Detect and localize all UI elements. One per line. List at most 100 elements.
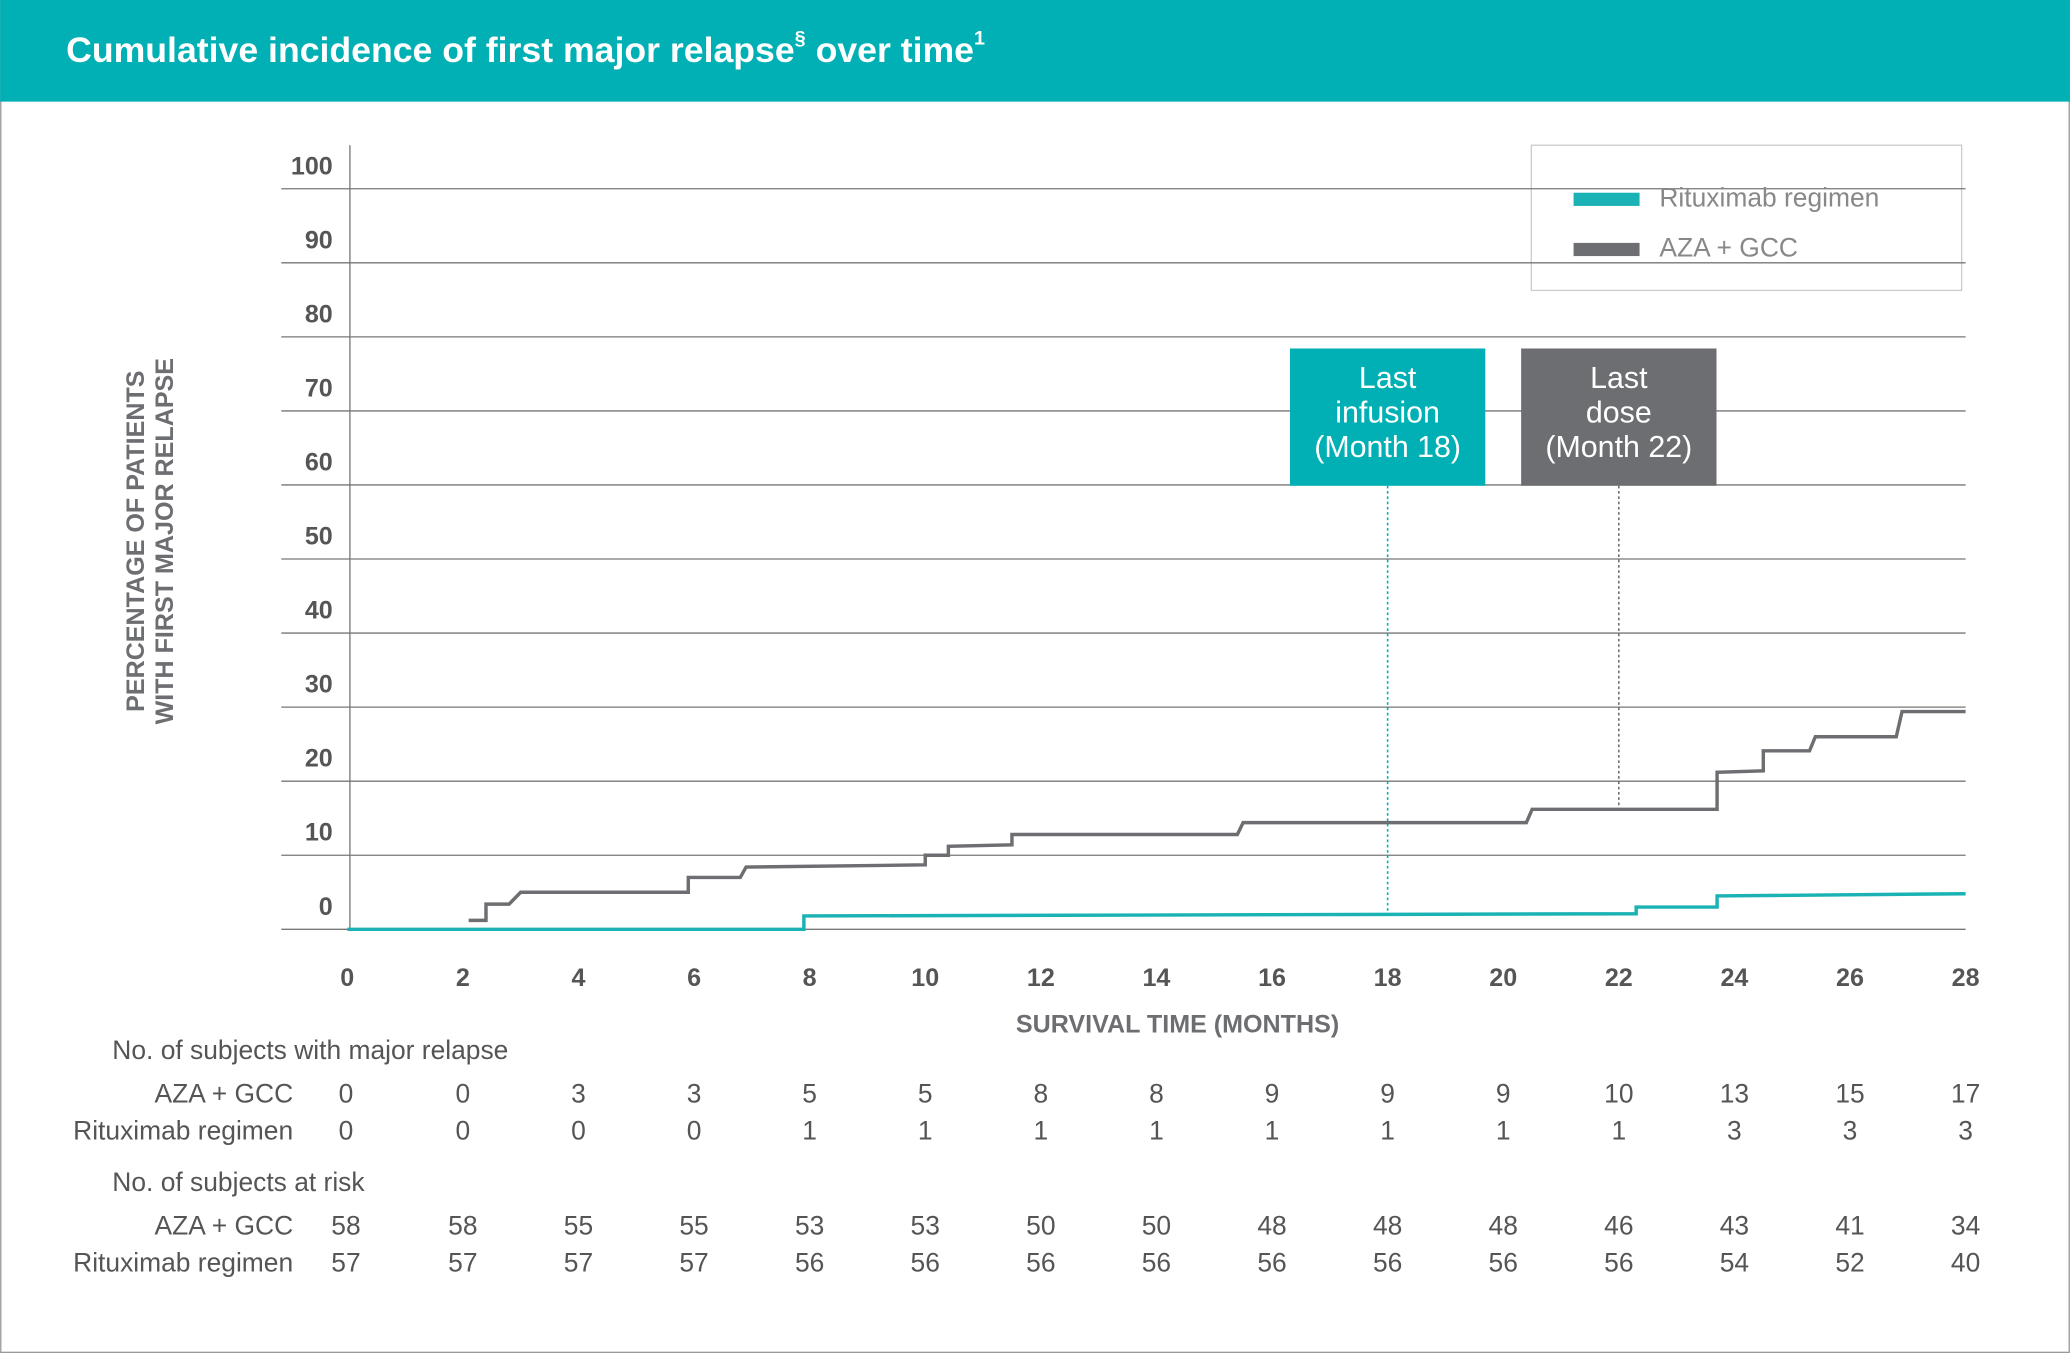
- table-cell: 3: [1958, 1116, 1973, 1146]
- x-tick-label: 8: [803, 964, 817, 992]
- table-cell: 57: [679, 1248, 708, 1278]
- legend-label: AZA + GCC: [1659, 232, 1798, 262]
- table-cell: 1: [1611, 1116, 1626, 1146]
- legend-swatch: [1573, 192, 1640, 206]
- table-cell: 8: [1034, 1079, 1049, 1109]
- table-cell: 48: [1257, 1211, 1286, 1241]
- table-cell: 1: [1265, 1116, 1280, 1146]
- title-ref: 1: [974, 28, 985, 50]
- y-tick-label: 0: [319, 893, 333, 921]
- x-axis-title: SURVIVAL TIME (MONTHS): [1016, 1010, 1339, 1038]
- table-cell: 1: [1380, 1116, 1395, 1146]
- table-cell: 0: [456, 1079, 471, 1109]
- table-cell: 10: [1604, 1079, 1633, 1109]
- x-tick-label: 14: [1142, 964, 1170, 992]
- table-cell: 56: [911, 1248, 940, 1278]
- table-cell: 5: [918, 1079, 933, 1109]
- annotation-text: dose: [1586, 396, 1652, 429]
- table-cell: 56: [1373, 1248, 1402, 1278]
- row-label: Rituximab regimen: [73, 1248, 293, 1278]
- table-cell: 0: [339, 1079, 354, 1109]
- table-cell: 8: [1149, 1079, 1164, 1109]
- table-cell: 0: [456, 1116, 471, 1146]
- table-cell: 9: [1380, 1079, 1395, 1109]
- table-cell: 58: [331, 1211, 360, 1241]
- annotation-text: (Month 18): [1314, 431, 1461, 464]
- row-label: Rituximab regimen: [73, 1116, 293, 1146]
- table-cell: 56: [1604, 1248, 1633, 1278]
- table-cell: 57: [564, 1248, 593, 1278]
- table-cell: 3: [1727, 1116, 1742, 1146]
- y-title-line: PERCENTAGE OF PATIENTS: [122, 371, 150, 712]
- x-tick-label: 12: [1027, 964, 1055, 992]
- title-end: over time: [806, 30, 974, 70]
- table-title: No. of subjects with major relapse: [112, 1035, 508, 1065]
- x-tick-label: 24: [1720, 964, 1748, 992]
- table-cell: 57: [331, 1248, 360, 1278]
- table-cell: 1: [1034, 1116, 1049, 1146]
- table-cell: 46: [1604, 1211, 1633, 1241]
- table-cell: 48: [1373, 1211, 1402, 1241]
- table-cell: 3: [687, 1079, 702, 1109]
- x-tick-label: 18: [1374, 964, 1402, 992]
- table-cell: 56: [795, 1248, 824, 1278]
- table-cell: 17: [1951, 1079, 1980, 1109]
- x-tick-label: 28: [1952, 964, 1980, 992]
- title-main: Cumulative incidence of first major rela…: [66, 30, 795, 70]
- y-tick-label: 50: [305, 523, 333, 551]
- table-cell: 34: [1951, 1211, 1980, 1241]
- table-cell: 55: [679, 1211, 708, 1241]
- x-tick-label: 6: [687, 964, 701, 992]
- x-tick-label: 10: [911, 964, 939, 992]
- table-cell: 56: [1489, 1248, 1518, 1278]
- table-cell: 52: [1835, 1248, 1864, 1278]
- x-tick-label: 0: [340, 964, 354, 992]
- table-cell: 58: [448, 1211, 477, 1241]
- table-cell: 53: [911, 1211, 940, 1241]
- y-tick-label: 70: [305, 374, 333, 402]
- table-cell: 5: [802, 1079, 817, 1109]
- title-sup: §: [795, 28, 806, 50]
- annotation-box: [1521, 348, 1717, 486]
- series-line: [347, 892, 1966, 931]
- table-cell: 1: [918, 1116, 933, 1146]
- table-cell: 57: [448, 1248, 477, 1278]
- annotation-text: (Month 22): [1545, 431, 1692, 464]
- chart-title: Cumulative incidence of first major rela…: [66, 28, 985, 70]
- legend-label: Rituximab regimen: [1659, 182, 1879, 212]
- table-cell: 1: [1149, 1116, 1164, 1146]
- x-tick-label: 2: [456, 964, 470, 992]
- row-label: AZA + GCC: [155, 1079, 294, 1109]
- series-line: [468, 709, 1966, 923]
- table-cell: 1: [802, 1116, 817, 1146]
- annotation-text: Last: [1590, 362, 1648, 395]
- table-cell: 1: [1496, 1116, 1511, 1146]
- legend: [1530, 144, 1963, 292]
- table-cell: 13: [1720, 1079, 1749, 1109]
- table-cell: 15: [1835, 1079, 1864, 1109]
- table-cell: 56: [1026, 1248, 1055, 1278]
- table-cell: 56: [1142, 1248, 1171, 1278]
- y-tick-label: 80: [305, 300, 333, 328]
- annotation-text: infusion: [1335, 396, 1440, 429]
- table-cell: 50: [1026, 1211, 1055, 1241]
- y-tick-label: 100: [291, 152, 333, 180]
- table-cell: 56: [1257, 1248, 1286, 1278]
- table-cell: 9: [1496, 1079, 1511, 1109]
- y-tick-label: 20: [305, 745, 333, 773]
- y-tick-label: 40: [305, 597, 333, 625]
- x-tick-label: 16: [1258, 964, 1286, 992]
- x-tick-label: 26: [1836, 964, 1864, 992]
- table-cell: 0: [571, 1116, 586, 1146]
- table-cell: 50: [1142, 1211, 1171, 1241]
- table-cell: 0: [339, 1116, 354, 1146]
- table-cell: 0: [687, 1116, 702, 1146]
- table-cell: 54: [1720, 1248, 1749, 1278]
- table-cell: 9: [1265, 1079, 1280, 1109]
- x-tick-label: 20: [1489, 964, 1517, 992]
- legend-swatch: [1573, 242, 1640, 257]
- annotation-text: Last: [1359, 362, 1417, 395]
- table-cell: 53: [795, 1211, 824, 1241]
